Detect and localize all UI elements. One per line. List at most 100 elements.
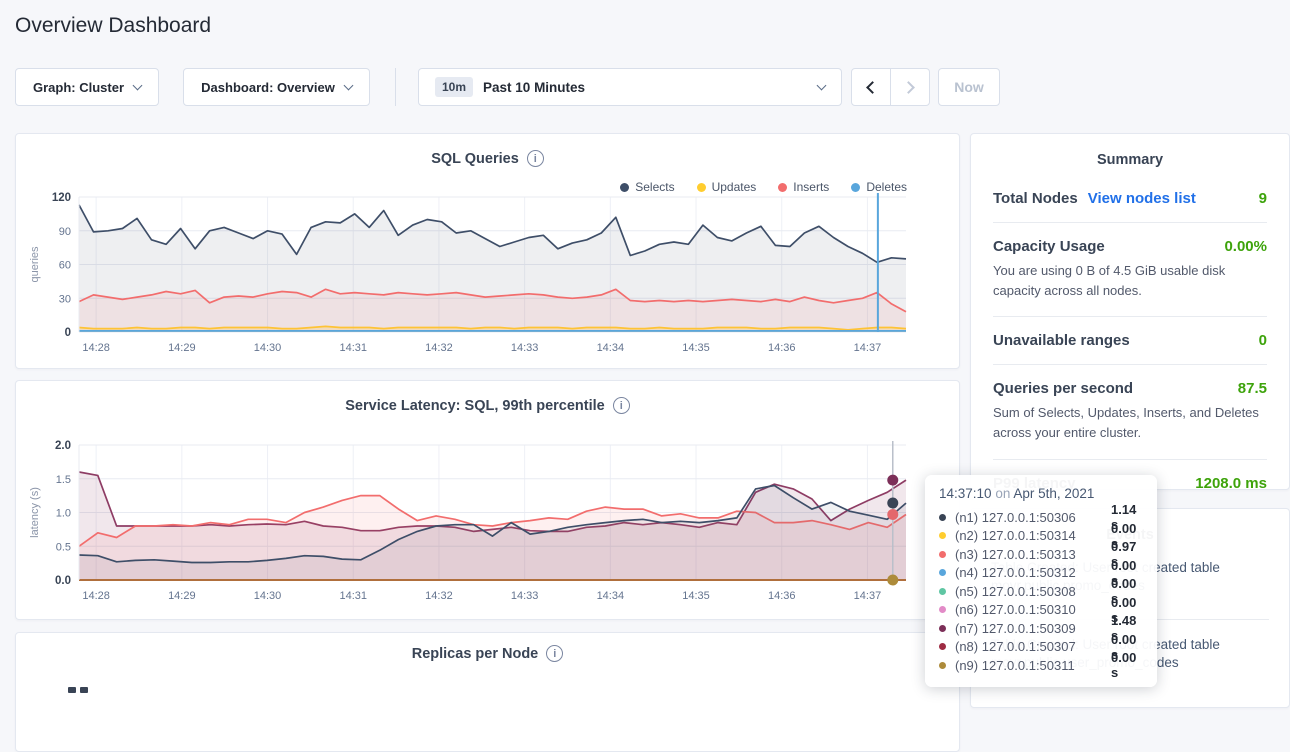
svg-text:14:28: 14:28 xyxy=(82,342,110,354)
tooltip-node-label: (n3) 127.0.0.1:50313 xyxy=(955,547,1111,562)
time-range-dropdown[interactable]: 10m Past 10 Minutes xyxy=(418,68,842,106)
chevron-down-icon xyxy=(133,80,143,90)
dashboard-dropdown-label: Dashboard: Overview xyxy=(201,80,335,95)
tooltip-timestamp: 14:37:10 on Apr 5th, 2021 xyxy=(939,486,1143,501)
svg-text:14:31: 14:31 xyxy=(339,590,367,602)
svg-text:latency (s): latency (s) xyxy=(29,487,41,538)
replicas-card: Replicas per Node i xyxy=(15,632,960,752)
svg-text:queries: queries xyxy=(29,246,41,283)
unavailable-ranges-label: Unavailable ranges xyxy=(993,332,1130,349)
svg-text:1.0: 1.0 xyxy=(56,508,71,520)
summary-divider xyxy=(993,364,1267,365)
series-dot-icon xyxy=(939,643,946,650)
tooltip-node-label: (n1) 127.0.0.1:50306 xyxy=(955,510,1111,525)
svg-text:0.5: 0.5 xyxy=(56,541,71,553)
chevron-right-icon xyxy=(902,81,915,94)
tooltip-node-label: (n5) 127.0.0.1:50308 xyxy=(955,584,1111,599)
tooltip-node-label: (n8) 127.0.0.1:50307 xyxy=(955,639,1111,654)
capacity-usage-desc: You are using 0 B of 4.5 GiB usable disk… xyxy=(993,261,1267,301)
svg-text:2.0: 2.0 xyxy=(55,440,71,452)
svg-text:120: 120 xyxy=(52,192,71,204)
qps-desc: Sum of Selects, Updates, Inserts, and De… xyxy=(993,403,1267,443)
tooltip-on: on xyxy=(995,486,1010,501)
sql-queries-card: SQL Queries i Selects Updates Inserts De… xyxy=(15,133,960,369)
summary-divider xyxy=(993,316,1267,317)
svg-text:14:36: 14:36 xyxy=(768,342,796,354)
svg-text:0: 0 xyxy=(65,327,71,339)
time-range-badge: 10m xyxy=(435,77,473,97)
view-nodes-list-link[interactable]: View nodes list xyxy=(1088,190,1196,207)
svg-text:1.5: 1.5 xyxy=(56,474,71,486)
graph-dropdown[interactable]: Graph: Cluster xyxy=(15,68,159,106)
time-range-label: Past 10 Minutes xyxy=(483,80,585,95)
service-latency-chart[interactable]: 14:2814:2914:3014:3114:3214:3314:3414:35… xyxy=(26,437,956,609)
info-icon[interactable]: i xyxy=(546,645,563,662)
sql-queries-chart[interactable]: 14:2814:2914:3014:3114:3214:3314:3414:35… xyxy=(26,189,956,361)
chart-hover-tooltip: 14:37:10 on Apr 5th, 2021 (n1) 127.0.0.1… xyxy=(925,475,1157,687)
svg-text:14:33: 14:33 xyxy=(511,590,539,602)
dashboard-dropdown[interactable]: Dashboard: Overview xyxy=(183,68,370,106)
svg-text:14:34: 14:34 xyxy=(597,590,625,602)
capacity-usage-label: Capacity Usage xyxy=(993,238,1105,255)
svg-text:14:29: 14:29 xyxy=(168,342,196,354)
tooltip-node-label: (n2) 127.0.0.1:50314 xyxy=(955,528,1111,543)
replicas-title: Replicas per Node xyxy=(412,646,539,662)
controls-divider xyxy=(395,68,396,106)
tooltip-row: (n9) 127.0.0.1:503110.00 s xyxy=(939,656,1143,675)
time-now-button[interactable]: Now xyxy=(938,68,1000,106)
service-latency-card: Service Latency: SQL, 99th percentile i … xyxy=(15,380,960,620)
tooltip-node-label: (n9) 127.0.0.1:50311 xyxy=(955,658,1111,673)
svg-text:14:36: 14:36 xyxy=(768,590,796,602)
info-icon[interactable]: i xyxy=(613,397,630,414)
qps-label: Queries per second xyxy=(993,380,1133,397)
p99-latency-value: 1208.0 ms xyxy=(1195,475,1267,492)
chevron-down-icon xyxy=(817,80,827,90)
service-latency-title: Service Latency: SQL, 99th percentile xyxy=(345,398,605,414)
tooltip-node-value: 0.00 s xyxy=(1111,650,1143,680)
summary-panel: Summary Total Nodes View nodes list 9 Ca… xyxy=(970,133,1290,490)
svg-text:90: 90 xyxy=(59,226,71,238)
unavailable-ranges-value: 0 xyxy=(1259,332,1267,349)
svg-text:14:35: 14:35 xyxy=(682,590,710,602)
svg-text:14:30: 14:30 xyxy=(254,342,282,354)
time-prev-button[interactable] xyxy=(851,68,891,106)
svg-text:14:29: 14:29 xyxy=(168,590,196,602)
sql-queries-title: SQL Queries xyxy=(431,151,519,167)
series-dot-icon xyxy=(939,569,946,576)
svg-text:14:33: 14:33 xyxy=(511,342,539,354)
summary-header: Summary xyxy=(993,152,1267,168)
chevron-down-icon xyxy=(343,80,353,90)
svg-text:14:37: 14:37 xyxy=(854,342,882,354)
tooltip-node-label: (n7) 127.0.0.1:50309 xyxy=(955,621,1111,636)
svg-text:14:28: 14:28 xyxy=(82,590,110,602)
series-dot-icon xyxy=(939,606,946,613)
time-next-button[interactable] xyxy=(890,68,930,106)
total-nodes-label: Total Nodes xyxy=(993,190,1078,207)
tooltip-time: 14:37:10 xyxy=(939,486,992,501)
series-dot-icon xyxy=(939,532,946,539)
tooltip-node-label: (n4) 127.0.0.1:50312 xyxy=(955,565,1111,580)
replicas-partial-ytick xyxy=(68,682,88,696)
tooltip-date: Apr 5th, 2021 xyxy=(1013,486,1094,501)
series-dot-icon xyxy=(939,625,946,632)
svg-text:14:37: 14:37 xyxy=(854,590,882,602)
svg-text:14:31: 14:31 xyxy=(339,342,367,354)
svg-text:60: 60 xyxy=(59,260,71,272)
series-dot-icon xyxy=(939,551,946,558)
qps-value: 87.5 xyxy=(1238,380,1267,397)
chevron-left-icon xyxy=(866,81,879,94)
summary-divider xyxy=(993,222,1267,223)
svg-text:14:34: 14:34 xyxy=(597,342,625,354)
tooltip-node-label: (n6) 127.0.0.1:50310 xyxy=(955,602,1111,617)
capacity-usage-value: 0.00% xyxy=(1224,238,1267,255)
series-dot-icon xyxy=(939,588,946,595)
summary-divider xyxy=(993,459,1267,460)
graph-dropdown-label: Graph: Cluster xyxy=(33,80,124,95)
svg-text:0.0: 0.0 xyxy=(55,575,71,587)
svg-text:14:35: 14:35 xyxy=(682,342,710,354)
info-icon[interactable]: i xyxy=(527,150,544,167)
series-dot-icon xyxy=(939,514,946,521)
svg-text:30: 30 xyxy=(59,293,71,305)
series-dot-icon xyxy=(939,662,946,669)
now-button-label: Now xyxy=(954,79,984,95)
